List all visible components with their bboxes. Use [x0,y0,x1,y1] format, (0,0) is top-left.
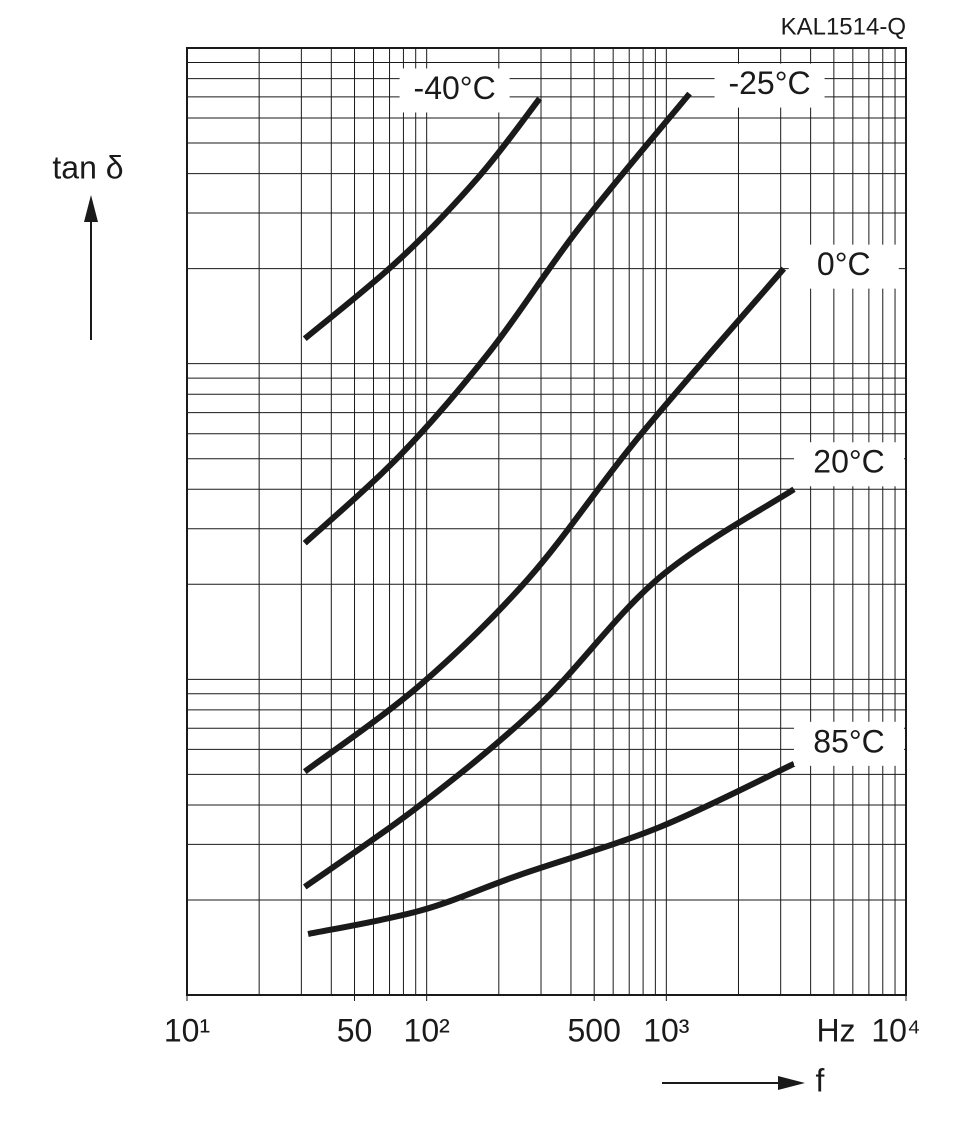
plot-frame [186,47,907,996]
x-axis-label: f [816,1062,825,1098]
legend-box [399,68,510,113]
curve [302,91,692,546]
curve [307,761,796,937]
x-tick-label: 10³ [643,1012,690,1048]
legend-box [788,244,899,289]
x-tick-label: 10⁴ [871,1012,920,1048]
x-tick-label: 500 [567,1012,620,1048]
legend-label: 0°C [817,246,871,282]
x-arrow-head [778,1076,805,1090]
legend-label: -40°C [414,70,496,106]
legend-label: 20°C [813,444,885,480]
curve [302,266,787,775]
legend-box [714,63,825,108]
curve [303,486,796,890]
legend-label: 85°C [813,723,885,759]
legend-box [794,442,905,487]
y-axis-label: tan δ [52,149,123,185]
x-tick-label: 10² [404,1012,451,1048]
legend-box [794,721,905,766]
x-tick-label: 10¹ [164,1012,210,1048]
chart-title: KAL1514-Q [781,13,906,40]
legend-label: -25°C [728,65,810,101]
curve [302,96,542,341]
y-arrow-head [84,195,98,222]
x-tick-label: 50 [337,1012,373,1048]
x-unit: Hz [816,1012,855,1048]
